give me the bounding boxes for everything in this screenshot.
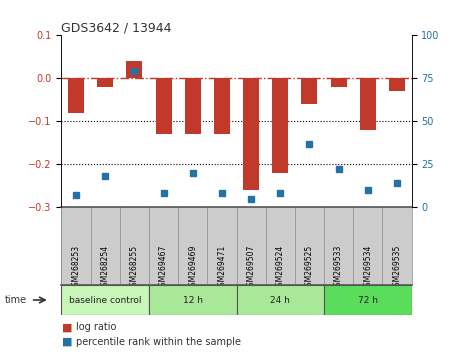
Bar — [149, 285, 236, 315]
Text: ■: ■ — [61, 337, 72, 347]
Bar — [126, 61, 142, 78]
Bar — [214, 78, 230, 134]
Bar — [301, 78, 317, 104]
Text: 12 h: 12 h — [183, 296, 203, 304]
Text: log ratio: log ratio — [76, 322, 116, 332]
Text: time: time — [5, 295, 27, 305]
Text: baseline control: baseline control — [69, 296, 141, 304]
Bar — [389, 78, 405, 91]
Text: 24 h: 24 h — [270, 296, 290, 304]
Bar — [243, 78, 259, 190]
Bar — [324, 285, 412, 315]
Text: percentile rank within the sample: percentile rank within the sample — [76, 337, 241, 347]
Text: GDS3642 / 13944: GDS3642 / 13944 — [61, 21, 172, 34]
Bar — [68, 78, 84, 113]
Bar — [185, 78, 201, 134]
Bar — [61, 285, 149, 315]
Bar — [360, 78, 376, 130]
Bar — [156, 78, 172, 134]
Bar — [236, 285, 324, 315]
Bar — [97, 78, 113, 87]
Bar — [272, 78, 288, 173]
Bar — [331, 78, 347, 87]
Text: 72 h: 72 h — [358, 296, 378, 304]
Text: ■: ■ — [61, 322, 72, 332]
